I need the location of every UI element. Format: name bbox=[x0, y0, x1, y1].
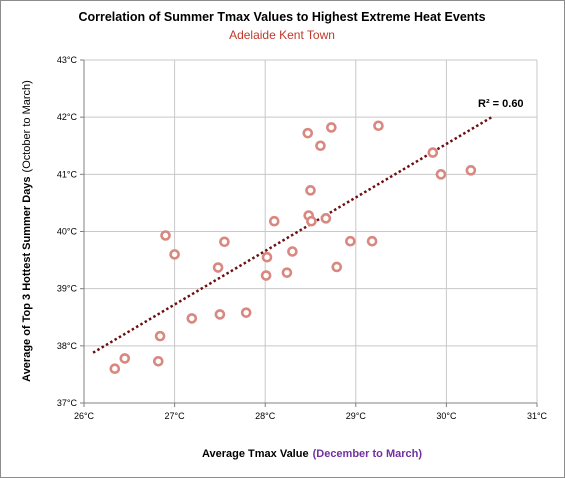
x-tick-label: 31°C bbox=[527, 411, 548, 421]
trendline-group bbox=[92, 116, 493, 354]
data-point bbox=[214, 309, 226, 320]
x-axis-label-main: Average Tmax Value bbox=[202, 448, 309, 460]
data-point bbox=[345, 235, 356, 247]
data-point bbox=[302, 127, 314, 139]
data-point bbox=[261, 251, 273, 263]
data-point bbox=[320, 213, 332, 224]
data-point bbox=[160, 230, 171, 241]
chart-title: Correlation of Summer Tmax Values to Hig… bbox=[78, 10, 485, 24]
data-point bbox=[427, 147, 439, 158]
data-point bbox=[435, 169, 447, 180]
data-point bbox=[260, 270, 272, 281]
x-tick-label: 26°C bbox=[74, 411, 95, 421]
axes bbox=[80, 59, 538, 407]
y-tick-label: 42°C bbox=[57, 112, 78, 122]
data-point bbox=[287, 246, 298, 257]
data-point bbox=[305, 185, 316, 196]
data-point bbox=[240, 307, 252, 318]
y-axis-label: Average of Top 3 Hottest Summer Days (Oct… bbox=[21, 80, 33, 382]
data-point bbox=[219, 236, 230, 248]
data-point bbox=[373, 120, 384, 132]
data-point bbox=[331, 261, 343, 273]
data-point bbox=[326, 122, 337, 133]
chart-subtitle: Adelaide Kent Town bbox=[229, 28, 335, 42]
data-point bbox=[212, 262, 224, 273]
y-axis-label-main: Average of Top 3 Hottest Summer Days bbox=[21, 176, 33, 381]
data-points bbox=[109, 120, 477, 375]
data-point bbox=[119, 353, 131, 364]
x-axis-label-note: (December to March) bbox=[313, 448, 423, 460]
gridlines bbox=[84, 59, 538, 403]
data-point bbox=[281, 267, 293, 278]
data-point bbox=[152, 355, 164, 367]
x-tick-label: 30°C bbox=[436, 411, 457, 421]
data-point bbox=[366, 235, 378, 247]
data-point bbox=[154, 330, 166, 342]
tick-labels: 26°C 27°C 28°C 29°C 30°C 31°C 37°C 38°C 39°C 40°C… bbox=[57, 55, 548, 421]
r-squared-label: R² = 0.60 bbox=[478, 98, 524, 110]
y-tick-label: 39°C bbox=[57, 284, 78, 294]
y-tick-label: 41°C bbox=[57, 169, 78, 179]
y-tick-label: 38°C bbox=[57, 341, 78, 351]
data-point bbox=[465, 165, 477, 176]
data-point bbox=[186, 313, 198, 324]
data-point bbox=[315, 140, 326, 152]
trendline bbox=[92, 116, 493, 354]
y-tick-label: 40°C bbox=[57, 227, 78, 237]
data-point bbox=[109, 363, 121, 375]
x-tick-label: 29°C bbox=[346, 411, 367, 421]
y-tick-label: 43°C bbox=[57, 55, 78, 65]
data-point bbox=[169, 249, 180, 260]
y-tick-label: 37°C bbox=[57, 398, 78, 408]
data-point bbox=[268, 215, 280, 227]
x-tick-label: 27°C bbox=[165, 411, 186, 421]
y-axis-label-note: (October to March) bbox=[21, 80, 33, 172]
x-axis-label: Average Tmax Value (December to March) bbox=[202, 448, 422, 460]
data-point bbox=[306, 215, 317, 227]
x-tick-label: 28°C bbox=[255, 411, 276, 421]
